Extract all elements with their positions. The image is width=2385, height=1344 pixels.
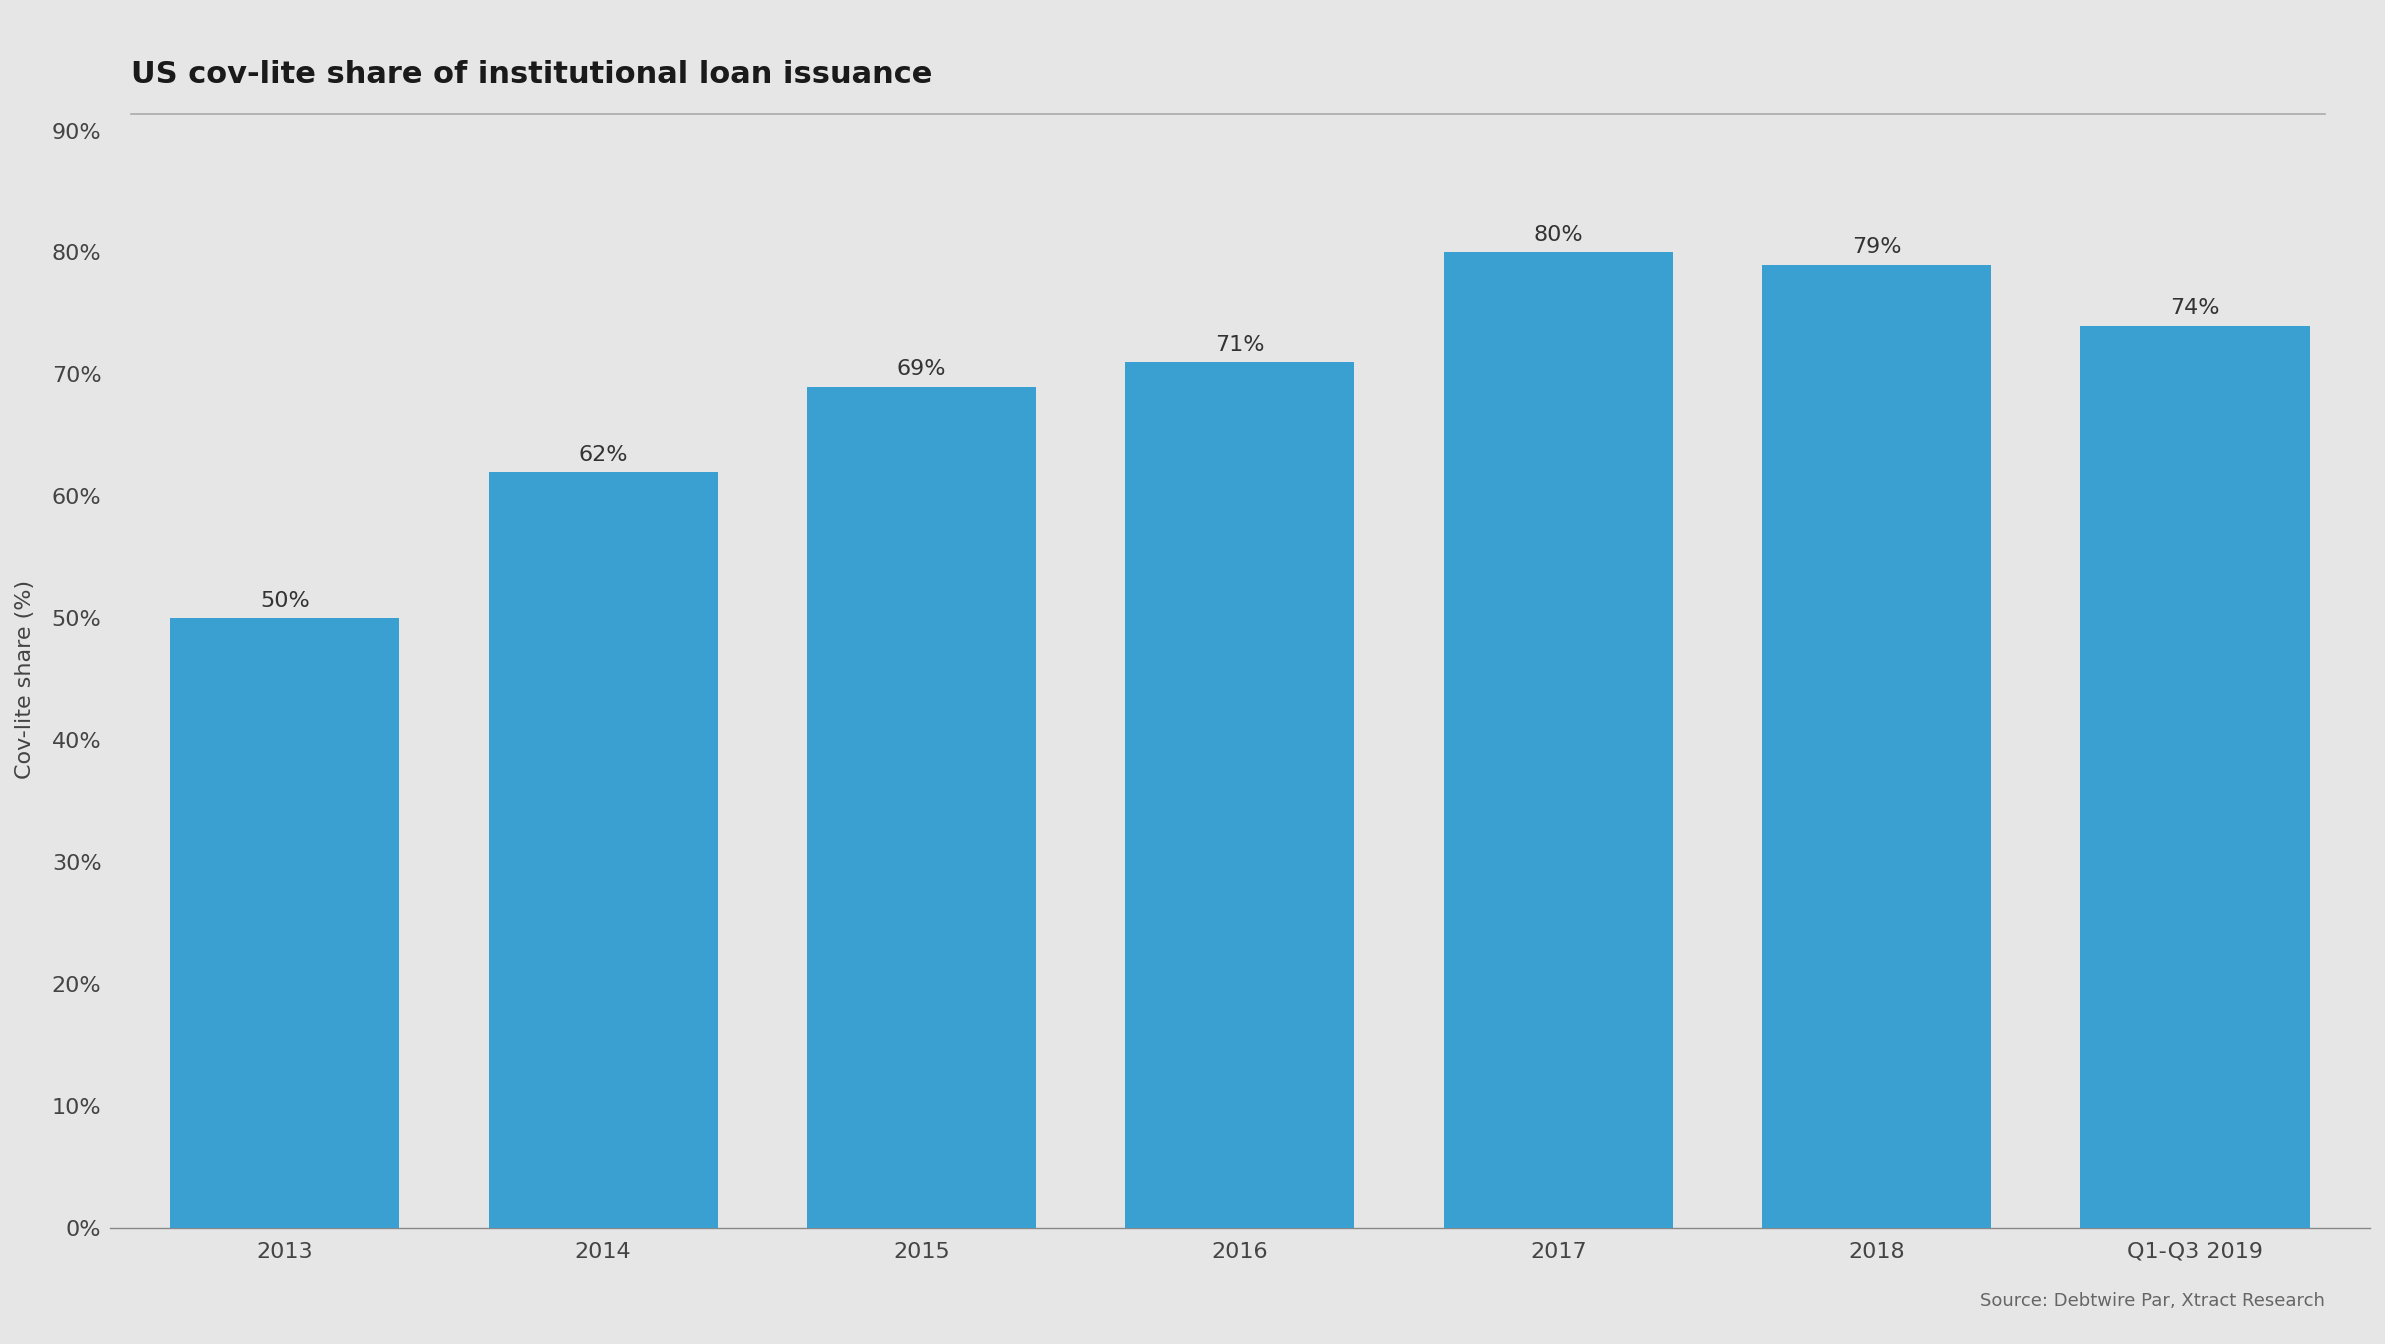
- Text: 50%: 50%: [260, 591, 310, 612]
- Bar: [2080, 325, 2309, 1228]
- Y-axis label: Cov-lite share (%): Cov-lite share (%): [14, 579, 36, 778]
- Bar: [1126, 362, 1355, 1228]
- Text: 71%: 71%: [1214, 335, 1264, 355]
- Text: 80%: 80%: [1534, 226, 1584, 245]
- Text: 74%: 74%: [2170, 298, 2220, 319]
- Text: Source: Debtwire Par, Xtract Research: Source: Debtwire Par, Xtract Research: [1980, 1293, 2325, 1310]
- Text: 69%: 69%: [897, 359, 947, 379]
- Bar: [489, 472, 718, 1228]
- Bar: [1443, 253, 1672, 1228]
- Bar: [1763, 265, 1991, 1228]
- Bar: [806, 387, 1035, 1228]
- Text: US cov-lite share of institutional loan issuance: US cov-lite share of institutional loan …: [131, 60, 933, 90]
- Text: 62%: 62%: [580, 445, 627, 465]
- Text: 79%: 79%: [1851, 238, 1901, 257]
- Bar: [169, 618, 398, 1228]
